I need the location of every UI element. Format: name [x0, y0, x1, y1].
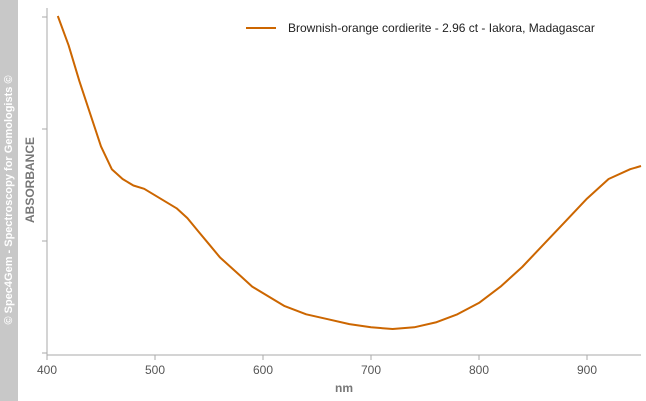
x-tick-label: 700 — [361, 363, 381, 377]
x-tick-label: 500 — [145, 363, 165, 377]
x-axis-title: nm — [335, 381, 353, 395]
x-tick-label: 800 — [469, 363, 489, 377]
x-tick-label: 400 — [37, 363, 57, 377]
legend-label: Brownish-orange cordierite - 2.96 ct - I… — [288, 21, 595, 35]
x-tick-label: 600 — [253, 363, 273, 377]
y-axis-title: ABSORBANCE — [23, 137, 37, 223]
watermark-sidebar: © Spec4Gem - Spectroscopy for Gemologist… — [0, 0, 18, 401]
x-tick-label: 900 — [577, 363, 597, 377]
series-line — [56, 15, 642, 330]
